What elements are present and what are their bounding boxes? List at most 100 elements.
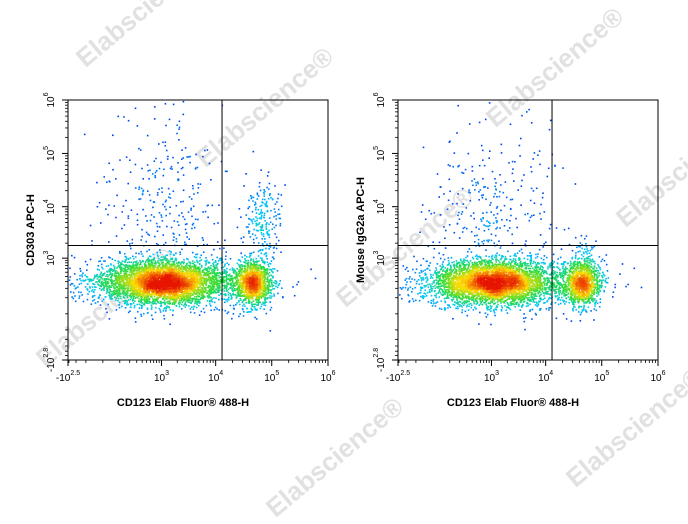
event-dot (165, 270, 168, 272)
event-dot (119, 282, 122, 284)
event-dot (141, 275, 143, 278)
event-dot (239, 293, 241, 295)
event-dot (211, 298, 214, 300)
event-dot (179, 289, 182, 292)
event-dot (210, 299, 213, 302)
event-dot (139, 281, 142, 284)
event-dot (258, 272, 260, 275)
event-dot (96, 273, 98, 276)
event-dot (85, 279, 87, 281)
event-dot (156, 293, 158, 295)
event-dot (114, 283, 117, 286)
event-dot (204, 291, 207, 293)
event-dot (271, 285, 274, 288)
event-dot (199, 302, 201, 304)
event-dot (89, 258, 92, 261)
event-dot (146, 307, 149, 309)
event-dot (271, 270, 273, 272)
event-dot (143, 300, 146, 303)
event-dot (150, 279, 152, 282)
event-dot (191, 282, 193, 285)
event-dot (193, 292, 195, 294)
event-dot (126, 295, 128, 297)
event-dot (216, 256, 218, 259)
event-dot (137, 289, 140, 291)
event-dot (201, 288, 204, 290)
event-dot (86, 276, 89, 278)
event-dot (156, 254, 159, 256)
event-dot (72, 291, 75, 294)
event-dot (229, 268, 231, 271)
event-dot (132, 266, 135, 268)
event-dot (263, 304, 265, 306)
event-dot (260, 283, 263, 285)
event-dot (186, 262, 188, 265)
event-dot (146, 271, 148, 274)
event-dot (144, 276, 147, 278)
event-dot (194, 302, 196, 305)
event-dot (178, 276, 181, 278)
event-dot (187, 268, 190, 270)
event-dot (227, 288, 230, 291)
event-dot (269, 263, 272, 265)
event-dot (230, 297, 233, 300)
event-dot (256, 292, 258, 295)
event-dot (175, 304, 178, 307)
event-dot (100, 263, 103, 266)
event-dot (231, 296, 233, 299)
event-dot (250, 267, 252, 269)
event-dot (114, 296, 116, 299)
event-dot (120, 285, 122, 287)
event-dot (117, 277, 119, 280)
event-dot (266, 284, 269, 287)
event-dot (260, 284, 262, 286)
event-dot (168, 266, 170, 268)
event-dot (196, 266, 199, 269)
event-dot (125, 287, 128, 289)
event-dot (226, 312, 229, 315)
event-dot (146, 285, 148, 288)
event-dot (152, 285, 154, 287)
event-dot (145, 278, 147, 281)
event-dot (175, 259, 177, 262)
event-dot (159, 302, 161, 304)
event-dot (196, 282, 198, 284)
event-dot (241, 265, 244, 267)
event-dot (210, 278, 212, 281)
event-dot (164, 263, 167, 265)
event-dot (125, 281, 127, 284)
event-dot (118, 304, 120, 306)
event-dot (274, 280, 277, 282)
event-dot (149, 263, 151, 266)
event-dot (119, 271, 122, 273)
event-dot (118, 306, 121, 309)
event-dot (150, 314, 153, 317)
event-dot (157, 255, 159, 257)
event-dot (158, 289, 161, 291)
event-dot (189, 265, 191, 267)
event-dot (136, 275, 139, 278)
event-dot (124, 271, 127, 273)
event-dot (124, 261, 127, 263)
event-dot (268, 265, 270, 268)
event-dot (88, 280, 91, 283)
event-dot (179, 290, 181, 292)
event-dot (144, 266, 146, 269)
event-dot (153, 282, 156, 284)
event-dot (101, 278, 104, 280)
event-dot (108, 288, 111, 290)
event-dot (138, 275, 141, 277)
event-dot (160, 293, 162, 295)
event-dot (171, 263, 173, 265)
event-dot (169, 302, 171, 305)
event-dot (261, 292, 263, 295)
event-dot (217, 287, 219, 290)
event-dot (134, 297, 136, 300)
event-dot (161, 262, 163, 264)
event-dot (137, 278, 140, 281)
event-dot (246, 262, 249, 265)
event-dot (109, 293, 111, 295)
event-dot (148, 265, 150, 267)
event-dot (171, 302, 174, 304)
event-dot (131, 266, 134, 268)
